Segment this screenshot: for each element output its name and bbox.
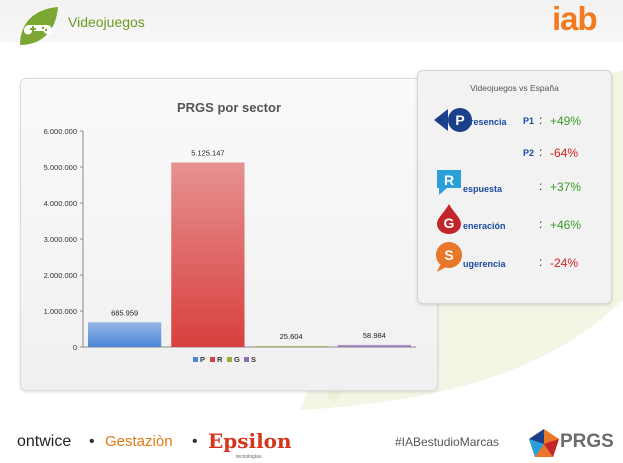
epsilon-subtitle: tecnologías	[236, 454, 262, 460]
hashtag: #IABestudioMarcas	[395, 435, 500, 449]
respuesta-value: +37%	[550, 180, 582, 194]
respuesta-word: espuesta	[463, 184, 503, 194]
generacion-drop-icon: G	[437, 204, 461, 234]
prgs-logo-text: PRGS	[560, 431, 614, 452]
generacion-word: eneración	[463, 221, 506, 231]
p2-colon: :	[539, 145, 543, 159]
legend-swatch-r	[210, 357, 215, 362]
bar-p	[87, 322, 162, 347]
bar-s	[337, 344, 412, 347]
gamepad-leaf-icon	[20, 7, 58, 45]
p1-label: P1	[523, 116, 535, 126]
generacion-value: +46%	[550, 218, 582, 232]
legend-label-r: R	[217, 355, 223, 364]
y-tick-label: 0	[73, 343, 77, 352]
legend-label-g: G	[234, 355, 240, 364]
sugerencia-initial: S	[444, 247, 453, 263]
metric-p2: P2 : -64%	[434, 143, 604, 163]
metric-generacion: G eneración : +46%	[434, 203, 604, 235]
bar-r	[171, 162, 245, 347]
prgs-logo-icon	[529, 429, 559, 457]
chart-panel: PRGS por sector 0 1.000.000 2.000.000 3.000…	[20, 78, 438, 391]
legend-swatch-p	[193, 357, 198, 362]
legend-swatch-g	[227, 357, 232, 362]
y-tick-label: 3.000.000	[44, 235, 77, 244]
metric-presencia: P resencia P1 : +49%	[434, 107, 604, 135]
presencia-initial: P	[455, 112, 464, 128]
p1-value: +49%	[550, 114, 582, 128]
sugerencia-word: ugerencia	[463, 259, 506, 269]
p1-colon: :	[539, 113, 543, 127]
metric-respuesta: R espuesta : +37%	[434, 167, 604, 197]
p2-label: P2	[523, 148, 535, 158]
footer-separator: •	[89, 433, 95, 450]
p2-value: -64%	[550, 146, 579, 160]
sugerencia-colon: :	[539, 255, 543, 269]
data-label-s: 58.984	[363, 331, 386, 340]
comparison-panel: Videojuegos vs España P resencia P1 : +4…	[417, 70, 612, 304]
respuesta-initial: R	[444, 172, 454, 188]
generacion-initial: G	[444, 215, 455, 231]
presencia-word: resencia	[470, 117, 507, 127]
sugerencia-value: -24%	[550, 256, 579, 270]
section-title: Videojuegos	[68, 14, 145, 30]
legend-label-s: S	[251, 355, 256, 364]
footer-separator: •	[192, 433, 198, 450]
comparison-title: Videojuegos vs España	[470, 83, 559, 93]
y-tick-label: 6.000.000	[44, 127, 77, 136]
y-tick-label: 1.000.000	[44, 307, 77, 316]
respuesta-colon: :	[539, 179, 543, 193]
prgs-bar-chart: PRGS por sector 0 1.000.000 2.000.000 3.000…	[44, 100, 416, 364]
chart-title: PRGS por sector	[177, 100, 281, 115]
y-tick-label: 2.000.000	[44, 271, 77, 280]
y-tick-label: 4.000.000	[44, 199, 77, 208]
header-bar	[0, 0, 623, 42]
ontwice-logo: ontwice	[17, 433, 72, 450]
respuesta-speech-icon: R	[437, 170, 461, 195]
sugerencia-bubble-icon: S	[436, 242, 462, 272]
legend-swatch-s	[244, 357, 249, 362]
legend-label-p: P	[200, 355, 205, 364]
epsilon-logo: Epsilon	[208, 429, 292, 453]
bar-g	[254, 346, 328, 347]
data-label-r: 5.125.147	[191, 148, 224, 157]
generacion-colon: :	[539, 217, 543, 231]
metric-sugerencia: S ugerencia : -24%	[434, 241, 604, 273]
y-tick-label: 5.000.000	[44, 163, 77, 172]
data-label-p: 685.959	[111, 308, 138, 317]
gestazion-logo: Gestaziòn	[105, 433, 173, 450]
footer: ontwice • Gestaziòn • Epsilon tecnología…	[0, 425, 623, 463]
iab-logo: iab	[552, 0, 598, 37]
data-label-g: 25.604	[280, 332, 303, 341]
presencia-arrow-icon: P	[434, 108, 472, 132]
